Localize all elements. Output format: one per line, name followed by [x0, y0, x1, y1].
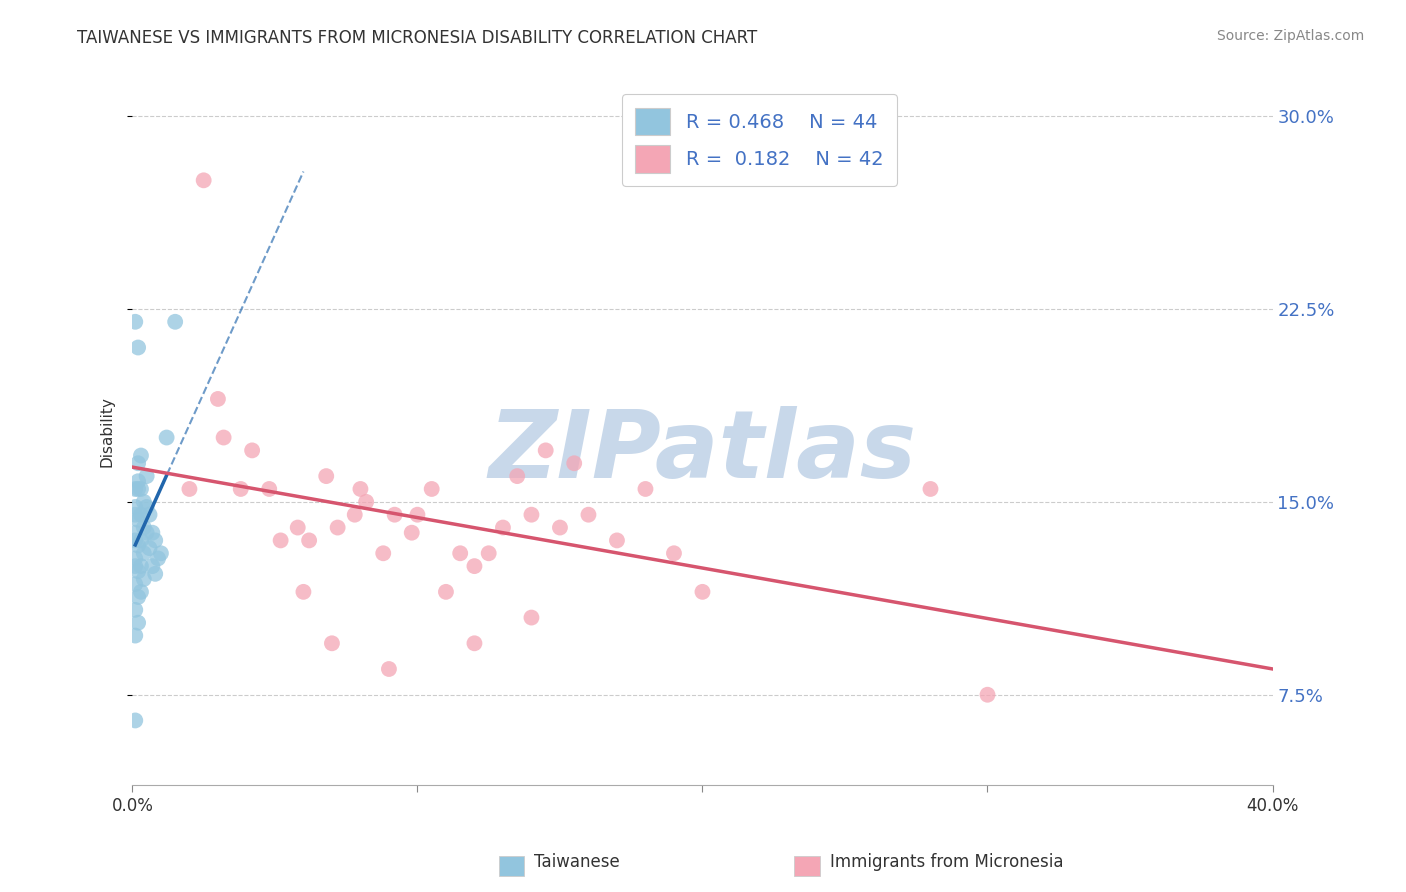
Point: [146, 551, 169, 566]
Point: [692, 585, 714, 599]
Point: [434, 585, 457, 599]
Point: [132, 520, 155, 534]
Point: [193, 173, 215, 187]
Point: [634, 482, 657, 496]
Point: [578, 508, 600, 522]
Point: [124, 482, 146, 496]
Point: [124, 629, 146, 643]
Point: [135, 469, 157, 483]
Point: [373, 546, 395, 560]
Point: [478, 546, 501, 560]
Point: [212, 431, 235, 445]
Point: [420, 482, 443, 496]
Point: [298, 533, 321, 548]
Text: Source: ZipAtlas.com: Source: ZipAtlas.com: [1216, 29, 1364, 43]
Point: [135, 500, 157, 514]
Point: [124, 315, 146, 329]
Point: [143, 566, 166, 581]
Point: [315, 469, 337, 483]
Point: [270, 533, 292, 548]
Point: [378, 662, 401, 676]
Point: [132, 546, 155, 560]
Point: [976, 688, 998, 702]
Text: TAIWANESE VS IMMIGRANTS FROM MICRONESIA DISABILITY CORRELATION CHART: TAIWANESE VS IMMIGRANTS FROM MICRONESIA …: [77, 29, 758, 46]
Point: [520, 610, 543, 624]
Point: [127, 513, 149, 527]
Point: [135, 525, 157, 540]
Point: [124, 577, 146, 591]
Point: [534, 443, 557, 458]
Point: [240, 443, 263, 458]
Point: [463, 636, 485, 650]
Point: [343, 508, 366, 522]
Point: [401, 525, 423, 540]
Point: [124, 714, 146, 728]
Point: [562, 456, 585, 470]
Point: [207, 392, 229, 406]
Point: [349, 482, 371, 496]
Point: [141, 559, 163, 574]
Text: ZIPatlas: ZIPatlas: [488, 407, 917, 499]
Point: [287, 520, 309, 534]
Point: [662, 546, 685, 560]
Point: [143, 533, 166, 548]
Point: [129, 508, 152, 522]
Point: [129, 533, 152, 548]
Point: [129, 449, 152, 463]
Point: [920, 482, 942, 496]
Point: [127, 615, 149, 630]
Point: [229, 482, 252, 496]
Point: [463, 559, 485, 574]
Point: [132, 572, 155, 586]
Point: [127, 456, 149, 470]
Point: [449, 546, 471, 560]
Point: [124, 603, 146, 617]
Point: [127, 475, 149, 489]
Point: [124, 551, 146, 566]
Point: [506, 469, 529, 483]
Point: [292, 585, 315, 599]
Text: Immigrants from Micronesia: Immigrants from Micronesia: [830, 853, 1063, 871]
Point: [124, 500, 146, 514]
Point: [138, 508, 160, 522]
Point: [141, 525, 163, 540]
Point: [127, 482, 149, 496]
Point: [520, 508, 543, 522]
Point: [124, 525, 146, 540]
Point: [354, 495, 377, 509]
Point: [132, 495, 155, 509]
Text: Taiwanese: Taiwanese: [534, 853, 620, 871]
Point: [606, 533, 628, 548]
Point: [384, 508, 406, 522]
Point: [406, 508, 429, 522]
Point: [156, 431, 179, 445]
Point: [124, 533, 146, 548]
Legend: R = 0.468    N = 44, R =  0.182    N = 42: R = 0.468 N = 44, R = 0.182 N = 42: [621, 95, 897, 186]
Point: [138, 541, 160, 555]
Point: [129, 482, 152, 496]
Point: [149, 546, 172, 560]
Point: [179, 482, 201, 496]
Point: [326, 520, 349, 534]
Point: [492, 520, 515, 534]
Point: [257, 482, 280, 496]
Point: [127, 539, 149, 553]
Y-axis label: Disability: Disability: [100, 396, 114, 467]
Point: [321, 636, 343, 650]
Point: [127, 590, 149, 604]
Point: [124, 508, 146, 522]
Point: [165, 315, 187, 329]
Point: [129, 559, 152, 574]
Point: [127, 341, 149, 355]
Point: [129, 585, 152, 599]
Point: [548, 520, 571, 534]
Point: [124, 559, 146, 574]
Point: [127, 564, 149, 578]
